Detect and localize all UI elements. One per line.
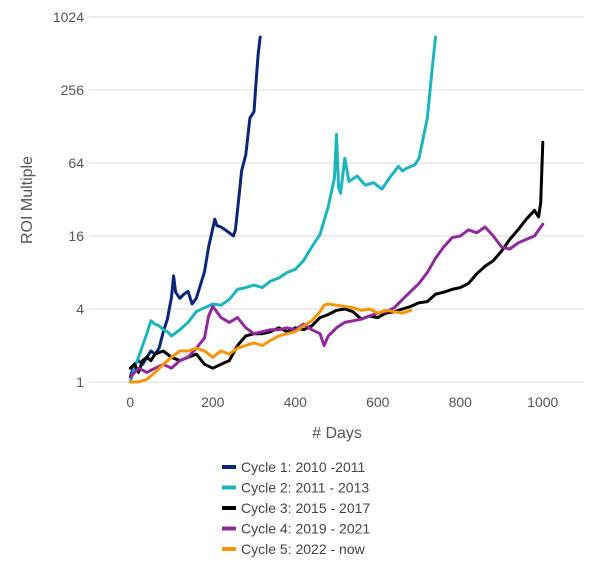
legend-label: Cycle 5: 2022 - now (241, 541, 366, 557)
series-lines (128, 35, 545, 384)
x-tick-label: 0 (126, 394, 134, 410)
y-tick-label: 16 (68, 228, 84, 244)
legend-label: Cycle 1: 2010 -2011 (241, 459, 365, 475)
y-tick-label: 256 (61, 82, 85, 98)
series-line-cycle-2 (128, 35, 437, 384)
series-line-cycle-4 (128, 222, 545, 379)
x-tick-label: 1000 (527, 394, 558, 410)
y-tick-labels: 1 4 16 64 256 1024 (53, 9, 84, 390)
legend-label: Cycle 3: 2015 - 2017 (241, 500, 370, 516)
legend-label: Cycle 4: 2019 - 2021 (241, 521, 370, 537)
series-line-cycle-3 (128, 140, 545, 374)
x-tick-label: 400 (284, 394, 308, 410)
series-line-cycle-5 (128, 302, 413, 384)
legend: Cycle 1: 2010 -2011 Cycle 2: 2011 - 2013 C… (222, 459, 370, 557)
legend-label: Cycle 2: 2011 - 2013 (241, 480, 369, 496)
x-tick-labels: 0 200 400 600 800 1000 (126, 394, 558, 410)
y-tick-label: 64 (68, 155, 84, 171)
y-tick-label: 4 (76, 301, 84, 317)
x-axis-title: # Days (312, 425, 362, 442)
y-tick-label: 1024 (53, 9, 84, 25)
y-tick-label: 1 (76, 374, 84, 390)
x-tick-label: 800 (449, 394, 473, 410)
x-tick-label: 600 (366, 394, 390, 410)
gridlines (89, 16, 584, 383)
x-tick-label: 200 (201, 394, 225, 410)
y-axis-title: ROI Multiple (19, 156, 36, 244)
